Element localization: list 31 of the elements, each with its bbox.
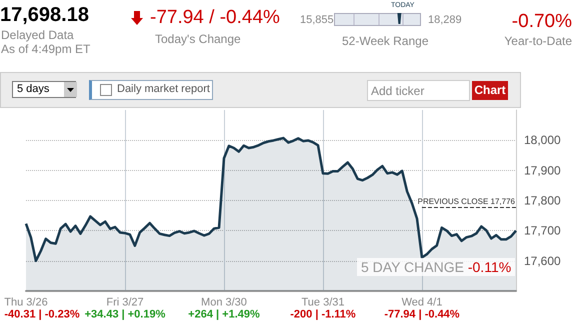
text: -77.94 | -0.44%	[384, 308, 460, 320]
text: As of 4:49pm ET	[1, 42, 90, 56]
text: 15,855	[300, 14, 334, 26]
text: -200 | -1.11%	[290, 308, 356, 320]
text: +34.43 | +0.19%	[84, 308, 166, 320]
y-tick-label: 17,600	[524, 254, 562, 268]
text: Daily market report	[117, 83, 210, 95]
x-tick-label: Wed 4/1	[402, 296, 442, 308]
y-tick-label: 17,700	[524, 224, 562, 238]
text: Add ticker	[367, 80, 470, 101]
text: Today's Change	[155, 32, 241, 46]
text: Year-to-Date	[504, 34, 572, 48]
x-tick-label: Mon 3/30	[201, 296, 247, 308]
y-tick-label: 18,000	[524, 133, 562, 148]
ref-line-label: PREVIOUS CLOSE 17,776	[418, 197, 516, 206]
x-tick-label: Tue 3/31	[301, 296, 344, 308]
text: 52-Week Range	[342, 34, 428, 48]
y-tick-label: 17,900	[524, 163, 562, 178]
text: +264 | +1.49%	[188, 308, 260, 320]
text: Chart	[472, 81, 508, 100]
x-tick-label: Thu 3/26	[4, 296, 48, 308]
text: -77.94 / -0.44%	[150, 7, 280, 29]
text: 5 days	[12, 81, 76, 98]
text: -40.31 | -0.23%	[4, 308, 80, 320]
annotation: 5 DAY CHANGE -0.11%	[357, 258, 516, 276]
chart-title: 17,698.18	[0, 4, 89, 27]
text: 18,289	[428, 14, 462, 26]
y-tick-label: 17,800	[524, 194, 562, 208]
text: Delayed Data	[1, 28, 74, 42]
x-tick-label: Fri 3/27	[106, 296, 144, 308]
text: -0.70%	[512, 11, 572, 33]
